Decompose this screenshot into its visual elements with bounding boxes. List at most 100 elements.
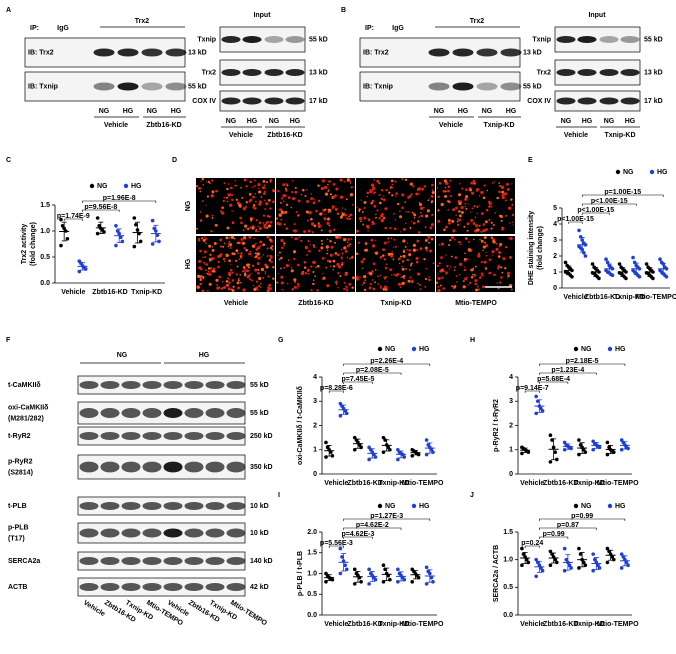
ib-label: IB: Txnip — [28, 83, 58, 90]
stain-dot — [344, 213, 347, 217]
panel-label: C — [6, 157, 11, 164]
lane-label: NG — [147, 108, 158, 115]
data-point — [520, 546, 524, 551]
stain-dot — [334, 207, 338, 211]
stain-dot — [504, 245, 508, 249]
stain-dot — [294, 237, 298, 241]
stain-dot — [320, 229, 323, 232]
stain-dot — [245, 248, 248, 252]
data-point — [553, 450, 558, 454]
stain-dot — [301, 188, 305, 192]
kd-label: 13 kD — [644, 69, 663, 76]
stain-dot — [258, 202, 262, 206]
stain-dot — [449, 266, 451, 268]
stain-dot — [440, 256, 443, 259]
data-point — [155, 233, 160, 237]
stain-dot — [383, 276, 386, 279]
stain-dot — [256, 252, 260, 256]
stain-dot — [349, 180, 352, 182]
stain-dot — [482, 245, 486, 249]
micrograph — [356, 178, 435, 234]
blot-band — [100, 408, 120, 418]
stain-dot — [463, 225, 466, 228]
stain-dot — [509, 222, 511, 224]
stain-dot — [339, 195, 344, 199]
stain-dot — [212, 270, 216, 273]
stain-dot — [417, 282, 419, 285]
stain-dot — [343, 246, 347, 250]
stain-dot — [480, 272, 484, 275]
blot-band — [100, 556, 120, 566]
stain-dot — [306, 188, 308, 191]
stain-dot — [328, 180, 331, 183]
stain-dot — [465, 237, 468, 240]
data-point — [367, 582, 371, 586]
stain-dot — [476, 187, 480, 191]
stain-dot — [445, 254, 447, 256]
blot-band — [79, 461, 99, 473]
stain-dot — [327, 183, 329, 186]
stain-dot — [381, 212, 384, 216]
data-point — [429, 575, 434, 580]
legend-label: HG — [615, 346, 626, 353]
stain-dot — [227, 271, 232, 276]
stain-dot — [449, 195, 452, 198]
stain-dot — [402, 239, 406, 243]
lane-label: HG — [290, 118, 301, 125]
data-point — [651, 276, 655, 281]
stain-dot — [492, 240, 496, 244]
stain-dot — [340, 256, 343, 259]
stain-dot — [412, 243, 417, 247]
y-tick-label: 1 — [553, 269, 557, 276]
stain-dot — [294, 186, 297, 189]
stain-dot — [293, 257, 296, 261]
stain-dot — [234, 180, 237, 182]
significance-bracket — [343, 372, 402, 375]
stain-dot — [265, 180, 268, 183]
stain-dot — [213, 241, 217, 246]
blot-band — [285, 69, 305, 76]
stain-dot — [257, 225, 259, 228]
stain-dot — [266, 255, 269, 257]
stain-dot — [312, 244, 315, 247]
stain-dot — [207, 270, 210, 273]
stain-dot — [374, 251, 379, 255]
blot-frame — [554, 90, 641, 112]
stain-dot — [490, 205, 493, 208]
blot-band — [599, 36, 619, 43]
stain-dot — [408, 253, 412, 257]
blot-band — [620, 97, 640, 105]
stain-dot — [391, 274, 393, 276]
stain-dot — [441, 276, 444, 279]
blot-band — [452, 48, 474, 57]
x-tick-label: Txnip-KD — [614, 294, 645, 301]
p-value: p<1.00E-15 — [557, 216, 594, 223]
stain-dot — [369, 272, 373, 276]
stain-dot — [490, 221, 493, 224]
stain-dot — [375, 239, 377, 242]
stain-dot — [430, 194, 434, 198]
stain-dot — [474, 282, 478, 286]
stain-dot — [394, 219, 397, 221]
stain-dot — [384, 266, 388, 270]
x-tick-label: Txnip-KD — [378, 480, 409, 487]
stain-dot — [383, 285, 388, 289]
stain-dot — [242, 229, 245, 231]
significance-bracket — [539, 536, 569, 539]
stain-dot — [228, 236, 231, 239]
stain-dot — [483, 260, 487, 264]
stain-dot — [355, 277, 360, 281]
data-point — [424, 582, 429, 586]
stain-dot — [285, 203, 289, 206]
stain-dot — [447, 185, 451, 188]
stain-dot — [383, 216, 386, 220]
stain-dot — [435, 281, 439, 284]
stain-dot — [209, 258, 212, 262]
stain-dot — [276, 281, 279, 284]
stain-dot — [265, 222, 268, 225]
stain-dot — [485, 208, 489, 212]
stain-dot — [498, 245, 501, 248]
blot-band — [184, 501, 204, 511]
stain-dot — [371, 270, 374, 273]
stain-dot — [511, 213, 515, 217]
